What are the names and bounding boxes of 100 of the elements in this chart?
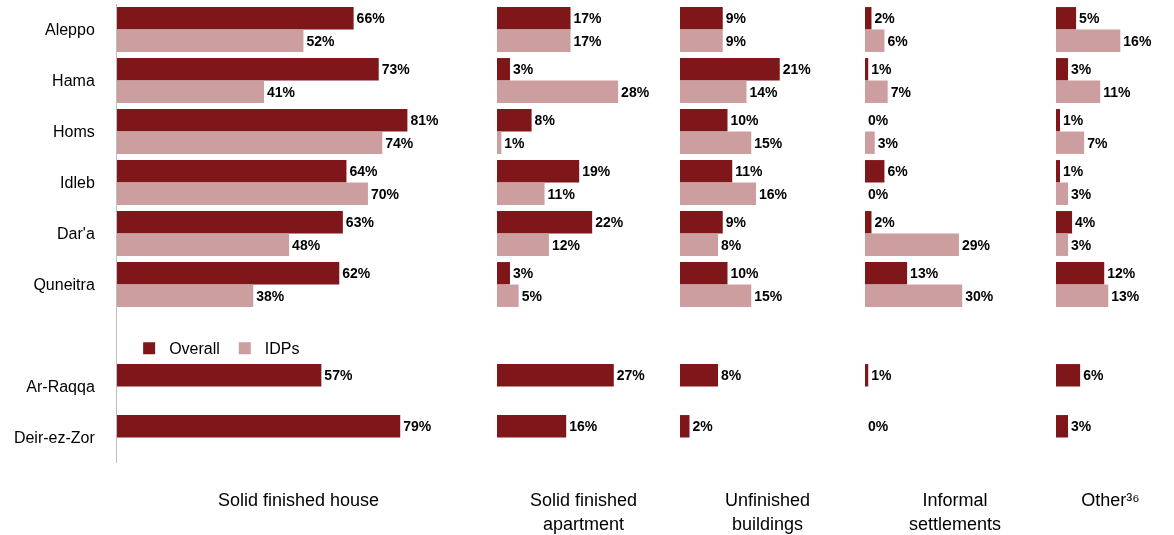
data-label: 52% — [306, 32, 335, 49]
data-label: 1% — [504, 134, 526, 151]
legend-label: Overall — [169, 340, 220, 358]
y-tick-label: Idleb — [60, 174, 95, 192]
data-label: 0% — [868, 418, 889, 435]
data-label: 30% — [965, 287, 994, 304]
bar — [497, 131, 502, 154]
bar — [497, 29, 571, 52]
y-tick-label: Ar-Raqqa — [26, 378, 95, 396]
bar — [497, 7, 571, 30]
data-label: 63% — [345, 214, 375, 231]
data-label: 10% — [730, 112, 760, 129]
bar — [680, 262, 728, 285]
bar — [117, 233, 290, 256]
bar — [117, 284, 254, 307]
data-label: 6% — [887, 163, 909, 180]
data-label: 17% — [573, 10, 603, 27]
y-tick-label: Deir-ez-Zor — [13, 429, 96, 447]
data-label: 7% — [1087, 134, 1108, 151]
bar — [680, 160, 733, 183]
bar — [865, 58, 869, 81]
bar — [680, 233, 718, 256]
bar — [680, 364, 718, 387]
data-label: 16% — [759, 185, 788, 202]
data-label: 28% — [621, 83, 650, 100]
data-label: 29% — [961, 236, 991, 253]
bar — [1056, 109, 1061, 132]
bar — [865, 262, 908, 285]
x-axis-title: Informal settlements — [908, 490, 1002, 534]
data-label: 0% — [868, 112, 889, 129]
data-label: 27% — [616, 367, 646, 384]
data-label: 9% — [725, 214, 747, 231]
y-tick-label: Homs — [53, 123, 95, 141]
bar — [1056, 131, 1085, 154]
data-label: 9% — [725, 32, 747, 49]
data-label: 2% — [874, 214, 896, 231]
bar — [680, 211, 723, 234]
data-label: 14% — [749, 83, 779, 100]
bar — [1056, 415, 1069, 438]
bar — [865, 211, 872, 234]
data-label: 62% — [342, 265, 371, 282]
data-label: 4% — [1075, 214, 1096, 231]
data-label: 5% — [521, 287, 543, 304]
data-label: 17% — [573, 32, 603, 49]
data-label: 19% — [582, 163, 611, 180]
bar — [117, 131, 383, 154]
data-label: 48% — [292, 236, 321, 253]
bar — [1056, 80, 1101, 103]
data-label: 1% — [1063, 112, 1084, 129]
bar — [680, 58, 780, 81]
x-axis-title: Unfinished buildings — [724, 490, 811, 534]
data-label: 13% — [1111, 287, 1140, 304]
data-label: 16% — [1123, 32, 1152, 49]
data-label: 3% — [1071, 236, 1092, 253]
data-label: 12% — [551, 236, 581, 253]
bar — [1056, 160, 1061, 183]
bar — [117, 211, 343, 234]
bar — [1056, 211, 1073, 234]
data-label: 3% — [1071, 61, 1092, 78]
y-tick-label: Dar'a — [57, 225, 95, 243]
bar — [497, 233, 549, 256]
data-label: 15% — [754, 134, 783, 151]
bar — [1056, 7, 1077, 30]
data-label: 11% — [547, 185, 576, 202]
bar — [1056, 284, 1109, 307]
data-label: 5% — [1079, 10, 1100, 27]
bar — [680, 415, 690, 438]
bar — [117, 415, 401, 438]
bar — [865, 29, 885, 52]
bar — [865, 364, 869, 387]
data-label: 81% — [410, 112, 439, 129]
data-label: 15% — [754, 287, 783, 304]
x-axis-title: Solid finished apartment — [529, 490, 638, 534]
bar — [117, 29, 304, 52]
bar — [497, 415, 567, 438]
data-label: 13% — [910, 265, 939, 282]
data-label: 6% — [1083, 367, 1104, 384]
data-label: 3% — [1071, 185, 1092, 202]
bar — [1056, 364, 1081, 387]
data-label: 74% — [385, 134, 414, 151]
bar — [117, 80, 264, 103]
bar — [680, 29, 723, 52]
bar — [497, 109, 532, 132]
bar — [497, 160, 580, 183]
bar — [117, 364, 322, 387]
data-label: 64% — [349, 163, 379, 180]
data-label: 8% — [721, 367, 742, 384]
bar — [865, 131, 875, 154]
bar — [497, 284, 519, 307]
bar — [497, 182, 545, 205]
data-label: 8% — [534, 112, 556, 129]
data-label: 73% — [381, 61, 411, 78]
data-label: 22% — [595, 214, 624, 231]
data-label: 11% — [1103, 83, 1132, 100]
data-label: 79% — [403, 418, 432, 435]
data-label: 2% — [874, 10, 896, 27]
bar — [680, 109, 728, 132]
data-label: 3% — [512, 265, 534, 282]
data-label: 12% — [1107, 265, 1136, 282]
bar — [117, 7, 354, 30]
